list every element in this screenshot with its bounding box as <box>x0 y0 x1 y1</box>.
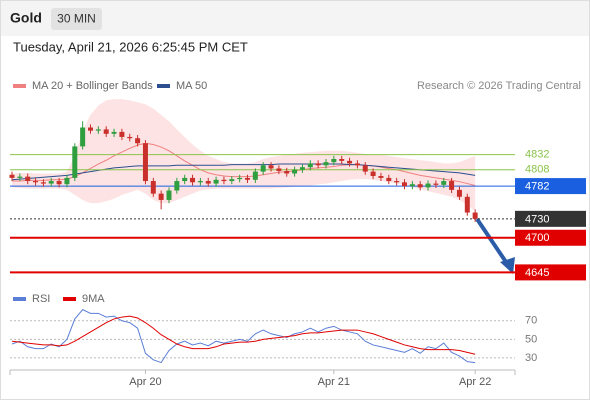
level-label-box <box>515 210 586 227</box>
candle-body <box>472 212 478 219</box>
candle-body <box>386 177 392 182</box>
candle-body <box>33 181 39 183</box>
bollinger-band <box>12 99 476 212</box>
candle-body <box>103 129 109 134</box>
candle-body <box>284 170 290 174</box>
level-label-box <box>515 264 586 281</box>
subtitle: Tuesday, April 21, 2026 6:25:45 PM CET <box>13 39 248 54</box>
candle-body <box>56 181 62 185</box>
level-label: 4700 <box>525 232 549 244</box>
candle-body <box>229 179 235 182</box>
forecast-arrow <box>475 217 510 267</box>
source: Research © 2026 Trading Central <box>417 80 581 92</box>
candle-body <box>64 177 70 185</box>
candle-body <box>72 146 78 178</box>
level-label-box <box>515 229 586 246</box>
x-tick-label: Apr 22 <box>459 376 491 388</box>
forecast-arrowhead <box>500 257 515 274</box>
candle-body <box>354 163 360 166</box>
candle-body <box>464 196 470 213</box>
legend-label: MA 20 + Bollinger Bands <box>32 80 153 92</box>
candle-body <box>449 181 455 190</box>
candle-body <box>299 167 305 170</box>
candle-body <box>95 129 101 131</box>
candle-body <box>292 169 298 174</box>
legend-swatch <box>63 297 76 301</box>
candle-body <box>378 176 384 178</box>
level-label: 4645 <box>525 267 549 279</box>
candle-body <box>190 177 196 183</box>
candle-body <box>323 162 329 166</box>
timeframe-button[interactable] <box>51 8 102 30</box>
candle-body <box>307 163 313 168</box>
candle-body <box>370 171 376 177</box>
candle-body <box>221 179 227 182</box>
candle-body <box>142 143 148 182</box>
legend-label: RSI <box>32 293 50 305</box>
rsi-line <box>11 309 476 364</box>
candle-body <box>119 131 125 137</box>
candle-body <box>315 163 321 166</box>
candle-body <box>25 176 31 182</box>
candle-body <box>111 131 117 134</box>
candle-body <box>409 184 415 187</box>
level-label-box <box>515 178 586 195</box>
candle-body <box>9 174 15 178</box>
candle-body <box>80 127 86 147</box>
candle-body <box>339 159 345 161</box>
candle-body <box>205 181 211 184</box>
candle-body <box>150 181 156 194</box>
candle-body <box>17 176 23 178</box>
rsi-tick-label: 70 <box>525 315 537 327</box>
level-label: 4808 <box>525 164 549 176</box>
candle-body <box>213 179 219 184</box>
legend-swatch <box>157 84 170 88</box>
x-tick-label: Apr 21 <box>318 376 350 388</box>
candle-body <box>394 181 400 183</box>
level-label: 4832 <box>525 148 549 160</box>
level-label: 4730 <box>525 213 549 225</box>
rsi-tick-label: 50 <box>525 333 537 345</box>
x-tick-label: Apr 20 <box>129 376 161 388</box>
candle-body <box>402 182 407 187</box>
candle-body <box>40 182 46 184</box>
legend-label: MA 50 <box>176 80 207 92</box>
candle-body <box>158 193 164 200</box>
chart-title: Gold <box>10 10 42 26</box>
candle-body <box>441 181 447 185</box>
candle-body <box>433 183 439 185</box>
candle-body <box>252 171 258 180</box>
candle-body <box>88 127 93 131</box>
candle-body <box>127 136 133 139</box>
moving-average <box>11 163 476 181</box>
rsi-line <box>11 315 476 355</box>
timeframe[interactable]: 30 MIN <box>57 12 96 26</box>
candle-body <box>182 177 188 182</box>
candle-body <box>456 189 462 197</box>
candle-body <box>245 177 250 180</box>
candle-body <box>260 165 266 172</box>
candle-body <box>425 183 431 188</box>
rsi-tick-label: 30 <box>525 352 537 364</box>
candle-body <box>197 181 203 183</box>
legend-swatch <box>13 297 26 301</box>
candle-body <box>347 160 353 164</box>
candle-body <box>276 168 282 171</box>
candle-body <box>331 159 337 163</box>
candle-body <box>362 165 368 172</box>
level-label: 4782 <box>525 180 549 192</box>
candle-body <box>135 138 141 144</box>
candle-body <box>268 165 274 169</box>
legend-label: 9MA <box>82 293 105 305</box>
legend-swatch <box>13 84 26 88</box>
candle-body <box>417 184 423 188</box>
candle-body <box>237 177 243 180</box>
candle-body <box>166 190 172 200</box>
candle-body <box>48 181 54 184</box>
candle-body <box>174 181 180 191</box>
